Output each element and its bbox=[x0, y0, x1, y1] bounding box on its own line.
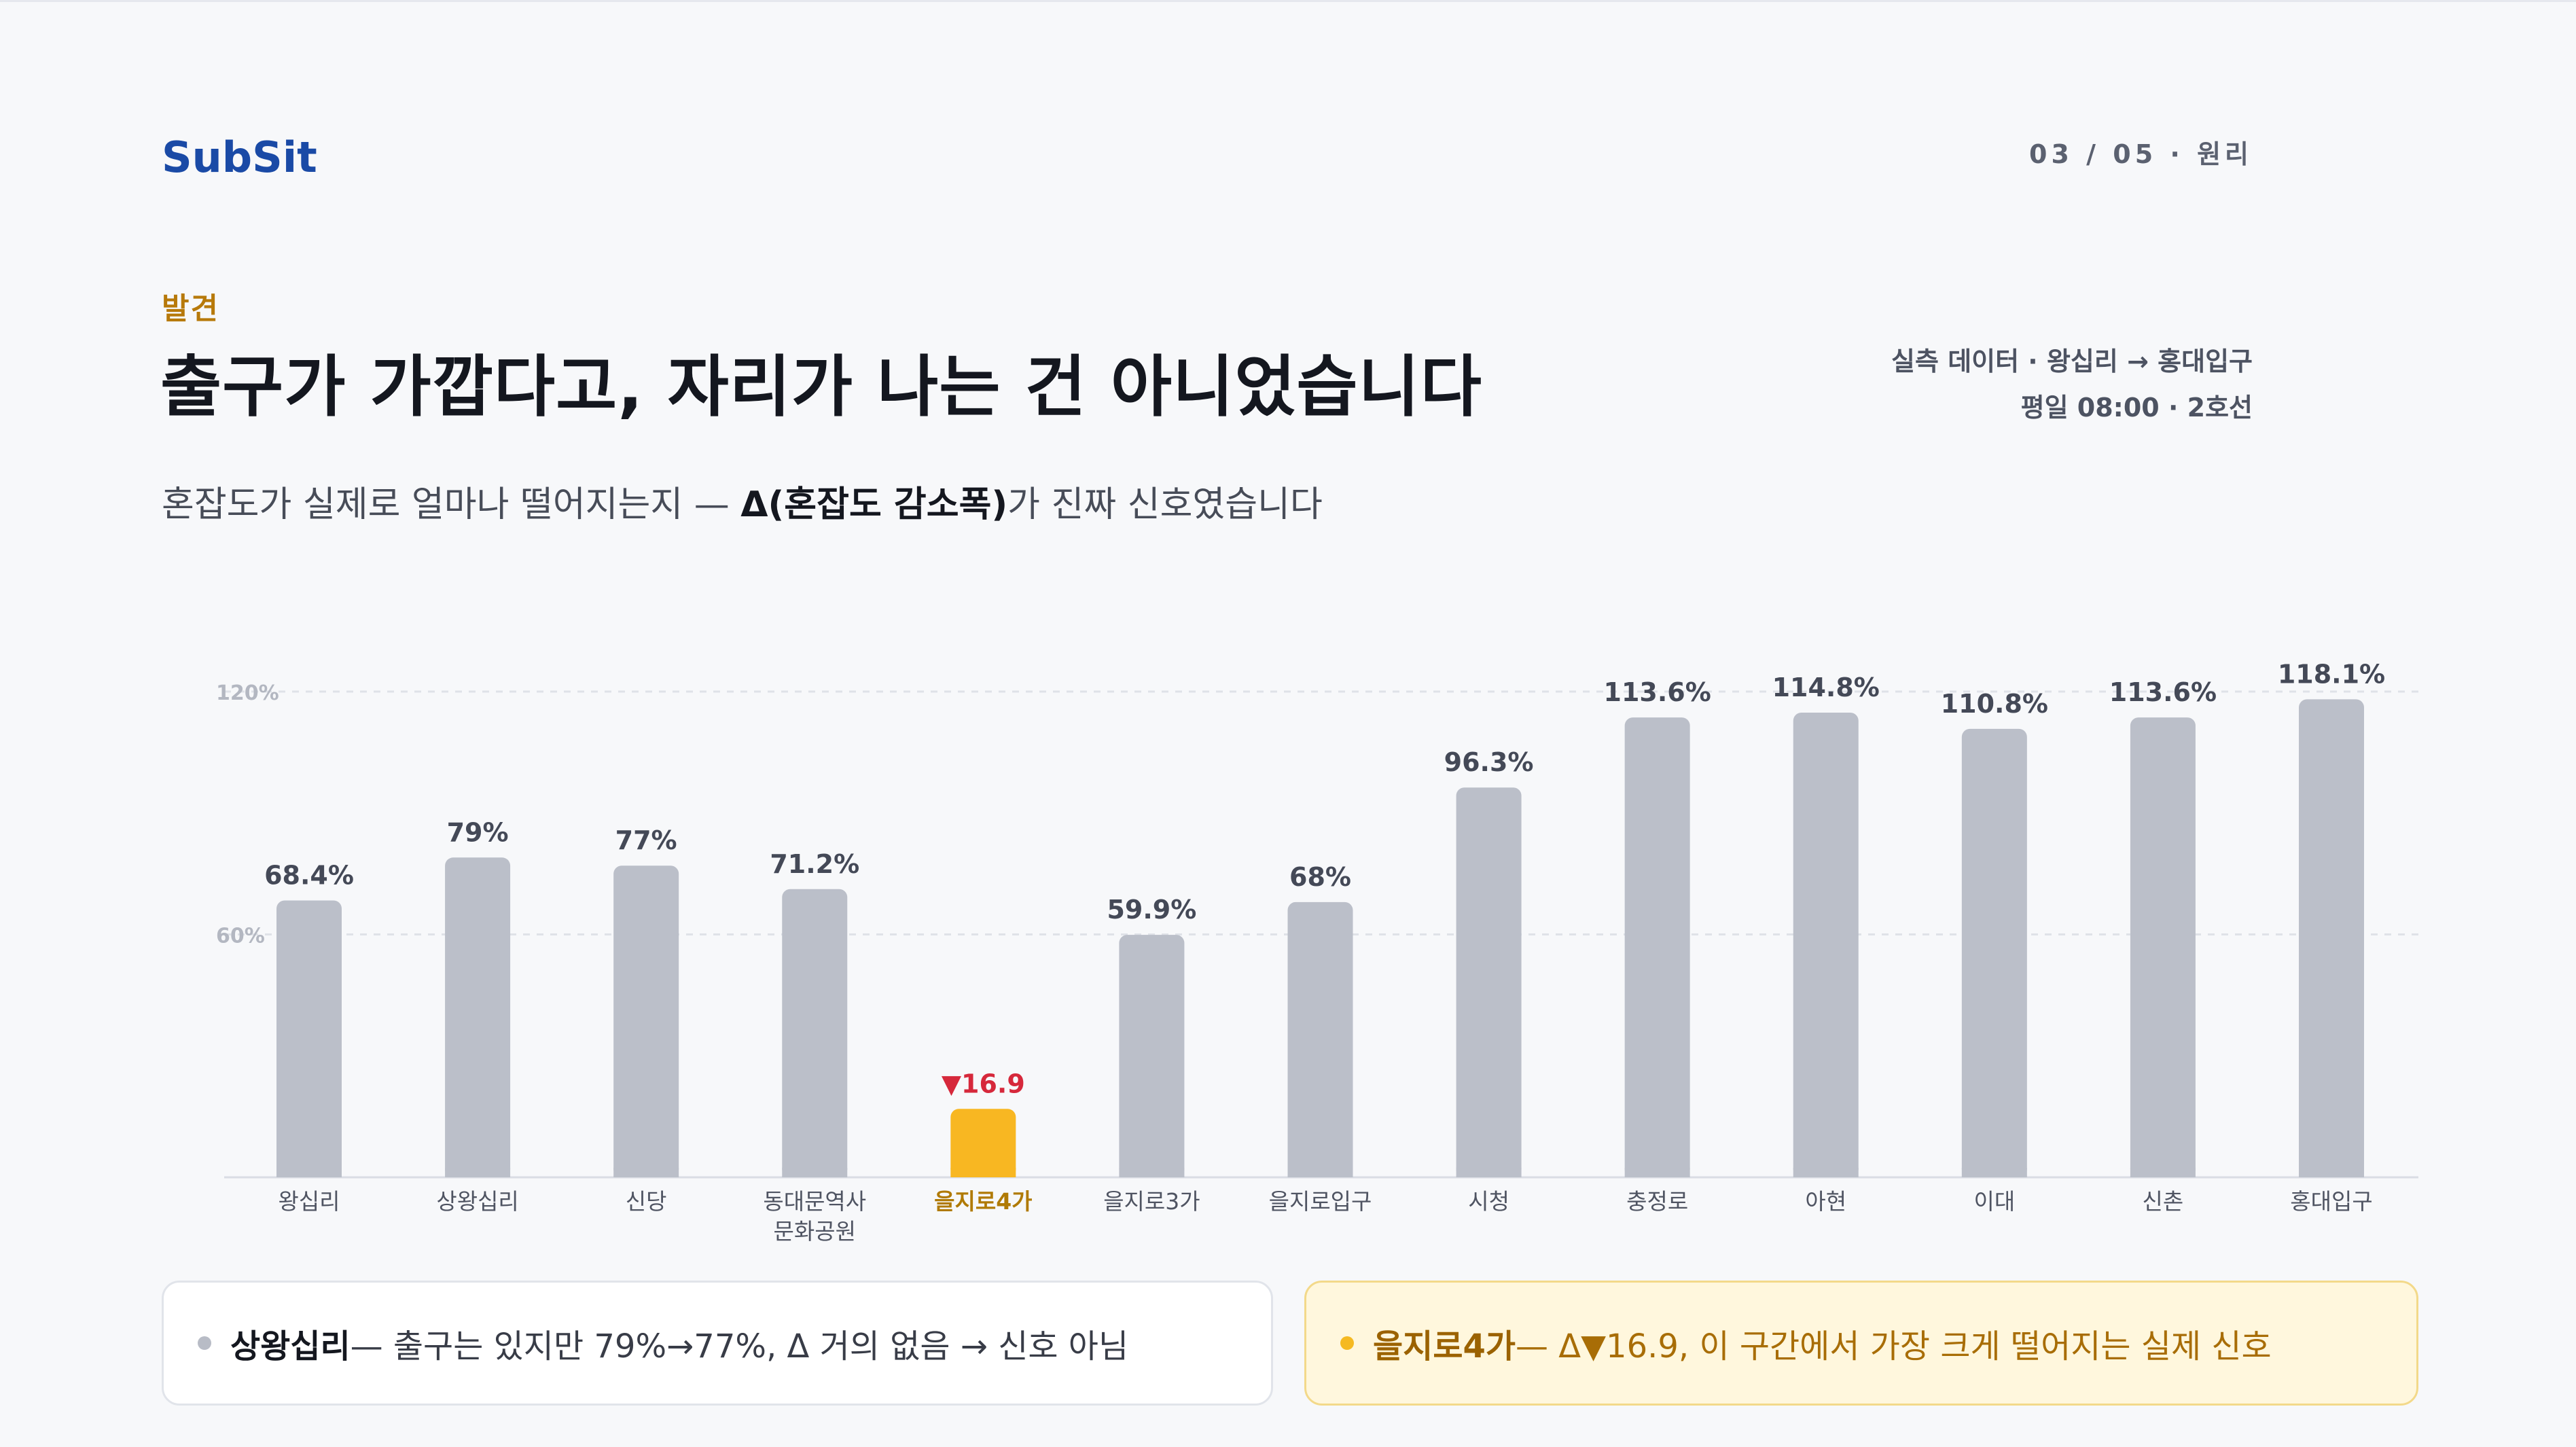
category-label: 을지로3가 bbox=[1103, 1188, 1200, 1215]
bar bbox=[1624, 717, 1690, 1177]
data-label: 71.2% bbox=[770, 849, 859, 879]
top-divider bbox=[0, 0, 2576, 2]
data-label: 68% bbox=[1289, 862, 1351, 892]
card-left-text: — 출구는 있지만 79%→77%, Δ 거의 없음 → 신호 아님 bbox=[350, 1327, 1129, 1365]
gray-dot-icon bbox=[198, 1336, 211, 1350]
bar bbox=[1119, 935, 1185, 1177]
bar-base bbox=[613, 1168, 679, 1177]
section-separator: · bbox=[2170, 139, 2184, 169]
highlight-category-label: 을지로4가 bbox=[934, 1188, 1032, 1215]
data-label: 96.3% bbox=[1444, 747, 1534, 777]
y-tick-label: 60% bbox=[216, 925, 265, 948]
data-label: 114.8% bbox=[1772, 673, 1880, 702]
card-right-station: 을지로4가 bbox=[1373, 1327, 1516, 1365]
insight-card-sangwangsimni: 상왕십리 — 출구는 있지만 79%→77%, Δ 거의 없음 → 신호 아님 bbox=[162, 1281, 1273, 1406]
bar-base bbox=[1287, 1168, 1353, 1177]
card-right-text: — Δ▼16.9, 이 구간에서 가장 크게 떨어지는 실제 신호 bbox=[1516, 1327, 2272, 1365]
bar-base bbox=[2130, 1168, 2196, 1177]
yellow-dot-icon bbox=[1340, 1336, 1354, 1350]
data-label: 113.6% bbox=[2109, 677, 2217, 707]
subtitle-emphasis: Δ(혼잡도 감소폭) bbox=[740, 484, 1008, 525]
data-label: 59.9% bbox=[1107, 895, 1196, 925]
category-label: 문화공원 bbox=[774, 1218, 856, 1245]
bar bbox=[276, 900, 342, 1177]
bar bbox=[1961, 728, 2027, 1177]
bar-base bbox=[445, 1168, 511, 1177]
data-label: 118.1% bbox=[2278, 659, 2385, 689]
data-source-meta: 실측 데이터 · 왕십리 → 홍대입구 평일 08:00 · 2호선 bbox=[1891, 338, 2253, 431]
bar bbox=[445, 857, 511, 1177]
y-tick-label: 120% bbox=[216, 681, 279, 705]
page-indicator: 03 / 05 · 원리 bbox=[2029, 133, 2253, 171]
category-label: 상왕십리 bbox=[436, 1188, 518, 1215]
data-label: 68.4% bbox=[264, 860, 354, 890]
bar bbox=[1793, 712, 1859, 1177]
card-left-station: 상왕십리 bbox=[230, 1327, 351, 1365]
page-title: 출구가 가깝다고, 자리가 나는 건 아니었습니다 bbox=[160, 349, 1482, 426]
meta-time: 평일 08:00 · 2호선 bbox=[2020, 393, 2253, 423]
eyebrow-label: 발견 bbox=[162, 291, 219, 326]
category-label: 신촌 bbox=[2143, 1188, 2184, 1215]
category-label: 을지로입구 bbox=[1269, 1188, 1372, 1215]
bar bbox=[2299, 699, 2364, 1177]
bar bbox=[613, 865, 679, 1177]
category-label: 왕십리 bbox=[278, 1188, 340, 1215]
bar bbox=[782, 889, 848, 1177]
page-total: 05 bbox=[2113, 139, 2158, 169]
bar-base bbox=[276, 1168, 342, 1177]
highlight-data-label: ▼16.9 bbox=[942, 1069, 1025, 1098]
section-name: 원리 bbox=[2197, 139, 2253, 169]
highlight-bar-base bbox=[950, 1168, 1016, 1177]
subtitle-pre: 혼잡도가 실제로 얼마나 떨어지는지 — bbox=[162, 484, 741, 525]
meta-route: 실측 데이터 · 왕십리 → 홍대입구 bbox=[1891, 346, 2253, 376]
data-label: 110.8% bbox=[1941, 689, 2048, 719]
bar bbox=[1287, 901, 1353, 1177]
subtitle-post: 가 진짜 신호였습니다 bbox=[1007, 484, 1323, 525]
page-separator: / bbox=[2086, 139, 2100, 169]
category-label: 충정로 bbox=[1626, 1188, 1688, 1215]
page-current: 03 bbox=[2029, 139, 2073, 169]
category-label: 이대 bbox=[1973, 1188, 2015, 1215]
category-label: 홍대입구 bbox=[2290, 1188, 2372, 1215]
highlight-bar bbox=[950, 1109, 1016, 1177]
category-label: 시청 bbox=[1468, 1188, 1509, 1215]
bar-base bbox=[1793, 1168, 1859, 1177]
page-subtitle: 혼잡도가 실제로 얼마나 떨어지는지 — Δ(혼잡도 감소폭)가 진짜 신호였습… bbox=[162, 476, 1323, 526]
data-label: 77% bbox=[615, 825, 677, 855]
bar-base bbox=[782, 1168, 848, 1177]
bar-base bbox=[1961, 1168, 2027, 1177]
category-label: 아현 bbox=[1805, 1188, 1846, 1215]
data-label: 79% bbox=[447, 817, 509, 847]
bar-base bbox=[1456, 1168, 1522, 1177]
bar bbox=[1456, 787, 1522, 1177]
bar-base bbox=[1624, 1168, 1690, 1177]
data-label: 113.6% bbox=[1604, 677, 1711, 707]
category-label: 신당 bbox=[626, 1188, 667, 1215]
bar bbox=[2130, 717, 2196, 1177]
brand-logo[interactable]: SubSit bbox=[162, 132, 317, 182]
category-label: 동대문역사 bbox=[763, 1188, 866, 1215]
bar-base bbox=[1119, 1168, 1185, 1177]
insight-card-euljiro4ga: 을지로4가 — Δ▼16.9, 이 구간에서 가장 크게 떨어지는 실제 신호 bbox=[1304, 1281, 2418, 1406]
bar-base bbox=[2299, 1168, 2364, 1177]
